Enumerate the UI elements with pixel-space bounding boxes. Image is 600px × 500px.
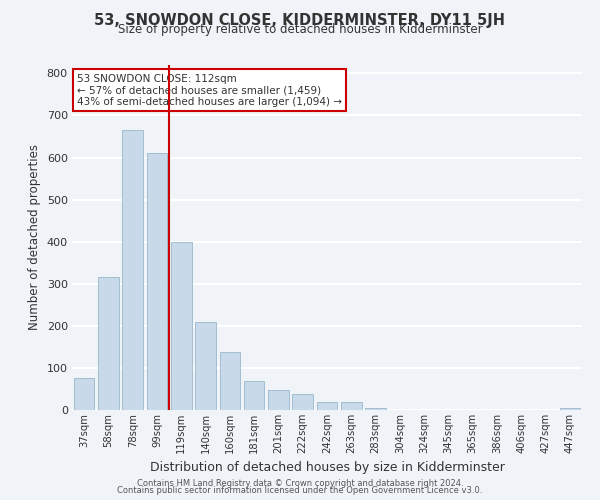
X-axis label: Distribution of detached houses by size in Kidderminster: Distribution of detached houses by size … (149, 462, 505, 474)
Bar (195, 322, 216, 410)
Bar (365, 408, 386, 410)
Bar (268, 390, 289, 410)
Text: 53 SNOWDON CLOSE: 112sqm
← 57% of detached houses are smaller (1,459)
43% of sem: 53 SNOWDON CLOSE: 112sqm ← 57% of detach… (77, 74, 342, 107)
Bar (560, 408, 580, 410)
Text: 53, SNOWDON CLOSE, KIDDERMINSTER, DY11 5JH: 53, SNOWDON CLOSE, KIDDERMINSTER, DY11 5… (95, 12, 505, 28)
Bar (146, 154, 167, 410)
Text: Contains public sector information licensed under the Open Government Licence v3: Contains public sector information licen… (118, 486, 482, 495)
Bar (122, 130, 143, 410)
Bar (341, 402, 362, 410)
Y-axis label: Number of detached properties: Number of detached properties (28, 144, 41, 330)
Bar (98, 278, 119, 410)
Text: Contains HM Land Registry data © Crown copyright and database right 2024.: Contains HM Land Registry data © Crown c… (137, 478, 463, 488)
Bar (292, 394, 313, 410)
Bar (317, 402, 337, 410)
Bar (171, 242, 191, 410)
Bar (74, 378, 94, 410)
Bar (244, 382, 265, 410)
Text: Size of property relative to detached houses in Kidderminster: Size of property relative to detached ho… (118, 22, 482, 36)
Bar (220, 352, 240, 410)
